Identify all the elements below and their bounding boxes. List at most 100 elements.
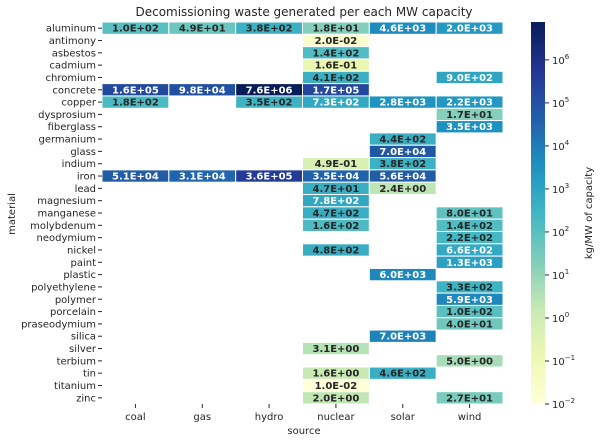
cell-value-label: 1.0E+02 xyxy=(446,307,493,318)
y-tick-label: nickel xyxy=(67,245,96,256)
y-tick-label: titanium xyxy=(54,381,96,392)
cell-value-label: 8.0E+01 xyxy=(446,209,493,220)
y-axis-ticks: aluminumantimonyasbestoscadmiumchromiumc… xyxy=(21,24,102,404)
colorbar-tick-label: 10−1 xyxy=(552,354,575,368)
chart-title: Decomissioning waste generated per each … xyxy=(135,5,472,19)
y-tick-label: polyethylene xyxy=(31,282,96,293)
colorbar-label: kg/MW of capacity xyxy=(584,167,595,259)
heatmap-cell xyxy=(368,366,437,380)
cell-value-label: 4.7E+01 xyxy=(312,184,359,195)
heatmap-cell xyxy=(435,70,504,85)
colorbar-tick-label: 106 xyxy=(552,53,570,67)
cell-value-label: 2.7E+01 xyxy=(446,393,493,404)
y-tick-label: copper xyxy=(61,98,96,109)
cell-value-label: 4.6E+03 xyxy=(379,24,426,35)
cell-value-label: 4.7E+02 xyxy=(312,209,359,220)
colorbar-tick-label: 102 xyxy=(552,225,569,239)
x-tick-label: coal xyxy=(125,412,146,423)
cell-value-label: 1.6E-01 xyxy=(315,61,358,72)
colorbar-tick-label: 104 xyxy=(552,139,570,153)
heatmap-cell xyxy=(368,329,437,343)
cell-value-label: 2.2E+03 xyxy=(446,98,493,109)
cell-value-label: 1.4E+02 xyxy=(312,48,359,59)
cell-value-label: 4.4E+02 xyxy=(379,135,426,146)
cell-value-label: 1.7E+05 xyxy=(312,85,359,96)
x-tick-label: wind xyxy=(458,412,482,423)
heatmap-cell-labels: 1.0E+02 4.9E+01 3.8E+02 1.8E+01 4.6E+03 2.0E+… xyxy=(112,24,493,405)
y-tick-label: manganese xyxy=(37,209,96,220)
y-tick-label: germanium xyxy=(39,135,97,146)
cell-value-label: 4.1E+02 xyxy=(312,73,359,84)
heatmap-cell xyxy=(435,120,504,134)
y-tick-label: paint xyxy=(70,258,96,269)
cell-value-label: 3.1E+04 xyxy=(179,172,226,183)
y-tick-label: antimony xyxy=(49,36,96,47)
cell-value-label: 1.7E+01 xyxy=(446,110,493,121)
cell-value-label: 5.6E+04 xyxy=(379,172,426,183)
y-tick-label: porcelain xyxy=(50,307,96,318)
cell-value-label: 4.0E+01 xyxy=(446,319,493,330)
heatmap-cell xyxy=(435,317,504,331)
y-tick-label: iron xyxy=(77,172,96,183)
heatmap-cell xyxy=(302,218,370,232)
cell-value-label: 3.1E+00 xyxy=(312,344,359,355)
y-tick-label: plastic xyxy=(63,270,96,281)
y-tick-label: molybdenum xyxy=(30,221,96,232)
heatmap-cell xyxy=(435,21,504,35)
cell-value-label: 1.0E+02 xyxy=(112,24,159,35)
cell-value-label: 2.4E+00 xyxy=(379,184,426,195)
cell-value-label: 2.2E+02 xyxy=(446,233,493,244)
x-axis-label: source xyxy=(287,426,320,437)
y-tick-label: concrete xyxy=(52,85,96,96)
cell-value-label: 2.0E-02 xyxy=(315,36,358,47)
cell-value-label: 1.8E+02 xyxy=(112,98,159,109)
cell-value-label: 5.0E+00 xyxy=(446,356,493,367)
cell-value-label: 3.5E+04 xyxy=(312,172,359,183)
cell-value-label: 5.9E+03 xyxy=(446,295,493,306)
cell-value-label: 7.0E+04 xyxy=(379,147,426,158)
cell-value-label: 9.0E+02 xyxy=(446,73,493,84)
y-tick-label: indium xyxy=(62,159,96,170)
cell-value-label: 7.8E+02 xyxy=(312,196,359,207)
cell-value-label: 5.1E+04 xyxy=(112,172,159,183)
cell-value-label: 7.3E+02 xyxy=(312,98,359,109)
cell-value-label: 1.0E-02 xyxy=(315,381,358,392)
cell-value-label: 4.9E-01 xyxy=(315,159,358,170)
x-tick-label: gas xyxy=(193,412,211,423)
colorbar-tick-label: 101 xyxy=(552,268,569,282)
cell-value-label: 1.6E+02 xyxy=(312,221,359,232)
cell-value-label: 4.6E+02 xyxy=(379,369,426,380)
cell-value-label: 3.5E+03 xyxy=(446,122,493,133)
heatmap-cell xyxy=(435,354,504,368)
y-tick-label: glass xyxy=(70,147,96,158)
y-tick-label: zinc xyxy=(76,393,96,404)
x-tick-label: solar xyxy=(391,412,416,423)
y-tick-label: praseodymium xyxy=(21,319,96,330)
cell-value-label: 2.0E+03 xyxy=(446,24,493,35)
y-tick-label: lead xyxy=(75,184,96,195)
y-tick-label: aluminum xyxy=(46,24,96,35)
y-tick-label: fiberglass xyxy=(48,122,96,133)
cell-value-label: 4.9E+01 xyxy=(179,24,226,35)
heatmap-cell xyxy=(368,181,437,196)
y-tick-label: silver xyxy=(69,344,97,355)
y-tick-label: tin xyxy=(83,369,96,380)
cell-value-label: 1.3E+03 xyxy=(446,258,493,269)
x-axis-ticks: coal gas hydro nuclear solar wind xyxy=(125,404,481,423)
cell-value-label: 3.3E+02 xyxy=(446,282,493,293)
y-tick-label: chromium xyxy=(46,73,96,84)
x-tick-label: hydro xyxy=(255,412,284,423)
cell-value-label: 6.0E+03 xyxy=(379,270,426,281)
cell-value-label: 6.6E+02 xyxy=(446,245,493,256)
y-tick-label: silica xyxy=(71,332,96,343)
colorbar xyxy=(531,22,545,404)
cell-value-label: 1.4E+02 xyxy=(446,221,493,232)
cell-value-label: 3.8E+02 xyxy=(379,159,426,170)
cell-value-label: 4.8E+02 xyxy=(312,245,359,256)
cell-value-label: 1.8E+01 xyxy=(312,24,359,35)
y-tick-label: terbium xyxy=(57,356,96,367)
cell-value-label: 2.8E+03 xyxy=(379,98,426,109)
colorbar-tick-label: 105 xyxy=(552,96,569,110)
x-tick-label: nuclear xyxy=(317,412,355,423)
